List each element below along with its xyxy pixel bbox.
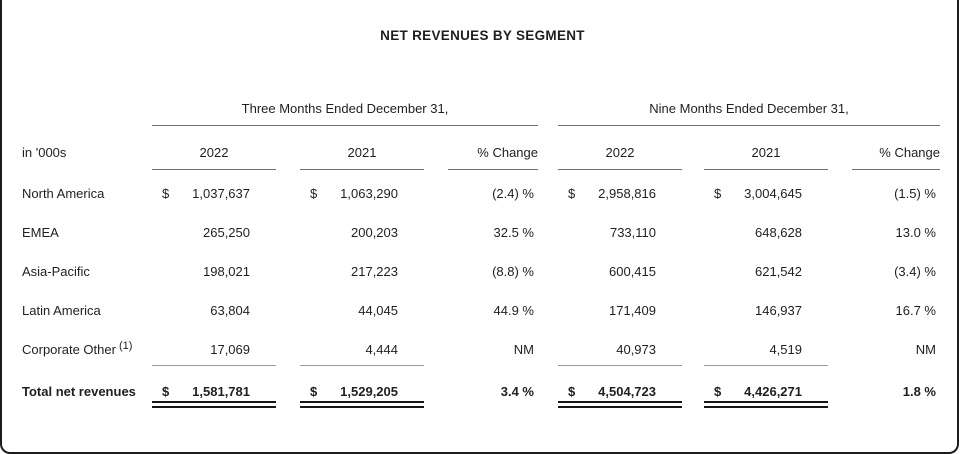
- group-header-three-months: Three Months Ended December 31,: [152, 101, 538, 126]
- row-label: EMEA: [22, 225, 59, 240]
- dollar-sign: $: [714, 383, 722, 399]
- total-row: Total net revenues $1,581,781 $1,529,205…: [22, 370, 965, 412]
- pct-change-cell: 16.7 %: [895, 303, 936, 318]
- value-cell: $1,063,290: [310, 186, 398, 201]
- units-label: in '000s: [22, 145, 67, 160]
- dollar-sign: $: [714, 186, 722, 201]
- header-3m-change: % Change: [448, 145, 538, 170]
- total-value-cell: $1,581,781: [152, 370, 276, 412]
- three-months-headers: 2022 2021 % Change: [152, 145, 538, 170]
- header-3m-2021: 2021: [300, 145, 424, 170]
- value-cell: $1,037,637: [162, 186, 250, 201]
- dollar-sign: $: [162, 383, 170, 399]
- pct-change-cell: 13.0 %: [895, 225, 936, 240]
- pct-change-cell: 44.9 %: [493, 303, 534, 318]
- value-cell: 171,409: [609, 303, 656, 318]
- segment-row-asia-pacific: Asia-Pacific 198,021 217,223 (8.8) % 600…: [22, 252, 965, 291]
- group-header-nine-months: Nine Months Ended December 31,: [558, 101, 940, 126]
- dollar-sign: $: [568, 186, 576, 201]
- total-value-cell: $1,529,205: [300, 370, 424, 412]
- table-body: North America $1,037,637 $1,063,290 (2.4…: [0, 174, 965, 412]
- pct-change-cell: (1.5) %: [894, 186, 936, 201]
- segment-row-latin-america: Latin America 63,804 44,045 44.9 % 171,4…: [22, 291, 965, 330]
- value-cell: 648,628: [755, 225, 802, 240]
- total-label: Total net revenues: [22, 383, 136, 399]
- value-cell: 146,937: [755, 303, 802, 318]
- header-9m-2022: 2022: [558, 145, 682, 170]
- pct-change-cell: (8.8) %: [492, 264, 534, 279]
- value-cell: 217,223: [351, 264, 398, 279]
- value-cell: 63,804: [210, 303, 250, 318]
- header-3m-2022: 2022: [152, 145, 276, 170]
- value-cell: 198,021: [203, 264, 250, 279]
- dollar-sign: $: [310, 186, 318, 201]
- pct-change-cell: (2.4) %: [492, 186, 534, 201]
- dollar-sign: $: [568, 383, 576, 399]
- value-cell: 265,250: [203, 225, 250, 240]
- pct-change-cell: NM: [513, 342, 534, 357]
- value-cell: 621,542: [755, 264, 802, 279]
- net-revenues-table: Three Months Ended December 31, Nine Mon…: [0, 101, 965, 412]
- header-9m-change: % Change: [852, 145, 940, 170]
- row-label: Asia-Pacific: [22, 264, 90, 279]
- total-value-cell: $4,426,271: [704, 370, 828, 412]
- total-value-cell: $4,504,723: [558, 370, 682, 412]
- row-label: North America: [22, 186, 105, 201]
- value-cell: 40,973: [558, 330, 682, 369]
- column-header-row: in '000s 2022 2021 % Change 2022 2021 % …: [22, 145, 965, 170]
- footnote-marker: (1): [118, 339, 133, 352]
- pct-change-cell: NM: [915, 342, 936, 357]
- value-cell: 17,069: [152, 330, 276, 369]
- value-cell: 4,519: [704, 330, 828, 369]
- segment-row-north-america: North America $1,037,637 $1,063,290 (2.4…: [22, 174, 965, 213]
- header-9m-2021: 2021: [704, 145, 828, 170]
- value-cell: 44,045: [358, 303, 398, 318]
- row-label: Latin America: [22, 303, 101, 318]
- dollar-sign: $: [162, 186, 170, 201]
- row-label: Corporate Other (1): [22, 339, 133, 358]
- segment-row-corporate-other: Corporate Other (1) 17,069 4,444 NM 40,97…: [22, 330, 965, 369]
- value-cell: $3,004,645: [714, 186, 802, 201]
- total-pct-change-cell: 1.8 %: [902, 383, 936, 399]
- group-header-spacer: [22, 101, 152, 126]
- value-cell: 4,444: [300, 330, 424, 369]
- group-header-row: Three Months Ended December 31, Nine Mon…: [22, 101, 965, 126]
- value-cell: 200,203: [351, 225, 398, 240]
- dollar-sign: $: [310, 383, 318, 399]
- total-pct-change-cell: 3.4 %: [500, 383, 534, 399]
- nine-months-headers: 2022 2021 % Change: [558, 145, 940, 170]
- segment-row-emea: EMEA 265,250 200,203 32.5 % 733,110 648,…: [22, 213, 965, 252]
- value-cell: $2,958,816: [568, 186, 656, 201]
- pct-change-cell: (3.4) %: [894, 264, 936, 279]
- value-cell: 733,110: [609, 225, 656, 240]
- table-title: NET REVENUES BY SEGMENT: [380, 28, 585, 43]
- value-cell: 600,415: [609, 264, 656, 279]
- pct-change-cell: 32.5 %: [493, 225, 534, 240]
